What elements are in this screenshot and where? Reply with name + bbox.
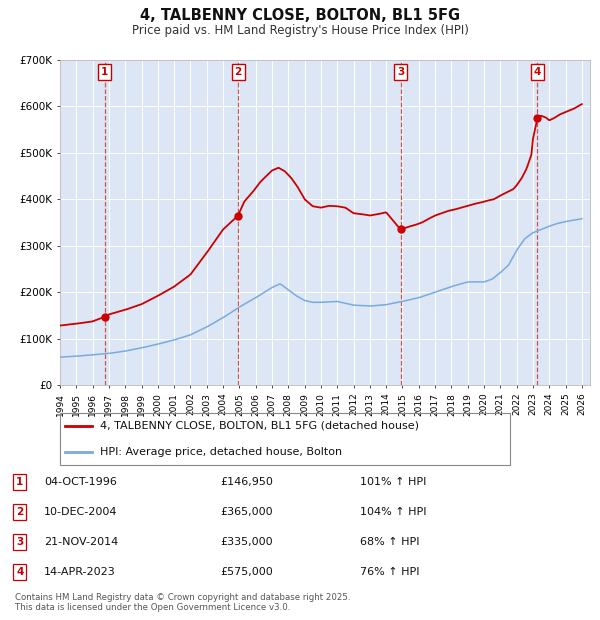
Text: 3: 3 bbox=[397, 68, 404, 78]
Text: 4: 4 bbox=[534, 68, 541, 78]
Text: Contains HM Land Registry data © Crown copyright and database right 2025.
This d: Contains HM Land Registry data © Crown c… bbox=[15, 593, 350, 612]
Text: 10-DEC-2004: 10-DEC-2004 bbox=[44, 507, 118, 517]
Text: £146,950: £146,950 bbox=[220, 477, 273, 487]
Text: 4, TALBENNY CLOSE, BOLTON, BL1 5FG (detached house): 4, TALBENNY CLOSE, BOLTON, BL1 5FG (deta… bbox=[101, 421, 419, 431]
Text: HPI: Average price, detached house, Bolton: HPI: Average price, detached house, Bolt… bbox=[101, 447, 343, 457]
Text: £365,000: £365,000 bbox=[220, 507, 272, 517]
Text: 2: 2 bbox=[235, 68, 242, 78]
Text: 3: 3 bbox=[16, 537, 23, 547]
Text: 1: 1 bbox=[101, 68, 109, 78]
Text: 21-NOV-2014: 21-NOV-2014 bbox=[44, 537, 118, 547]
Text: 14-APR-2023: 14-APR-2023 bbox=[44, 567, 116, 577]
Text: £335,000: £335,000 bbox=[220, 537, 272, 547]
Text: 4: 4 bbox=[16, 567, 23, 577]
Text: 76% ↑ HPI: 76% ↑ HPI bbox=[360, 567, 419, 577]
Text: 68% ↑ HPI: 68% ↑ HPI bbox=[360, 537, 419, 547]
Text: Price paid vs. HM Land Registry's House Price Index (HPI): Price paid vs. HM Land Registry's House … bbox=[131, 24, 469, 37]
Text: 4, TALBENNY CLOSE, BOLTON, BL1 5FG: 4, TALBENNY CLOSE, BOLTON, BL1 5FG bbox=[140, 8, 460, 23]
Text: £575,000: £575,000 bbox=[220, 567, 273, 577]
Text: 101% ↑ HPI: 101% ↑ HPI bbox=[360, 477, 427, 487]
Text: 04-OCT-1996: 04-OCT-1996 bbox=[44, 477, 117, 487]
Text: 1: 1 bbox=[16, 477, 23, 487]
Text: 2: 2 bbox=[16, 507, 23, 517]
Text: 104% ↑ HPI: 104% ↑ HPI bbox=[360, 507, 427, 517]
